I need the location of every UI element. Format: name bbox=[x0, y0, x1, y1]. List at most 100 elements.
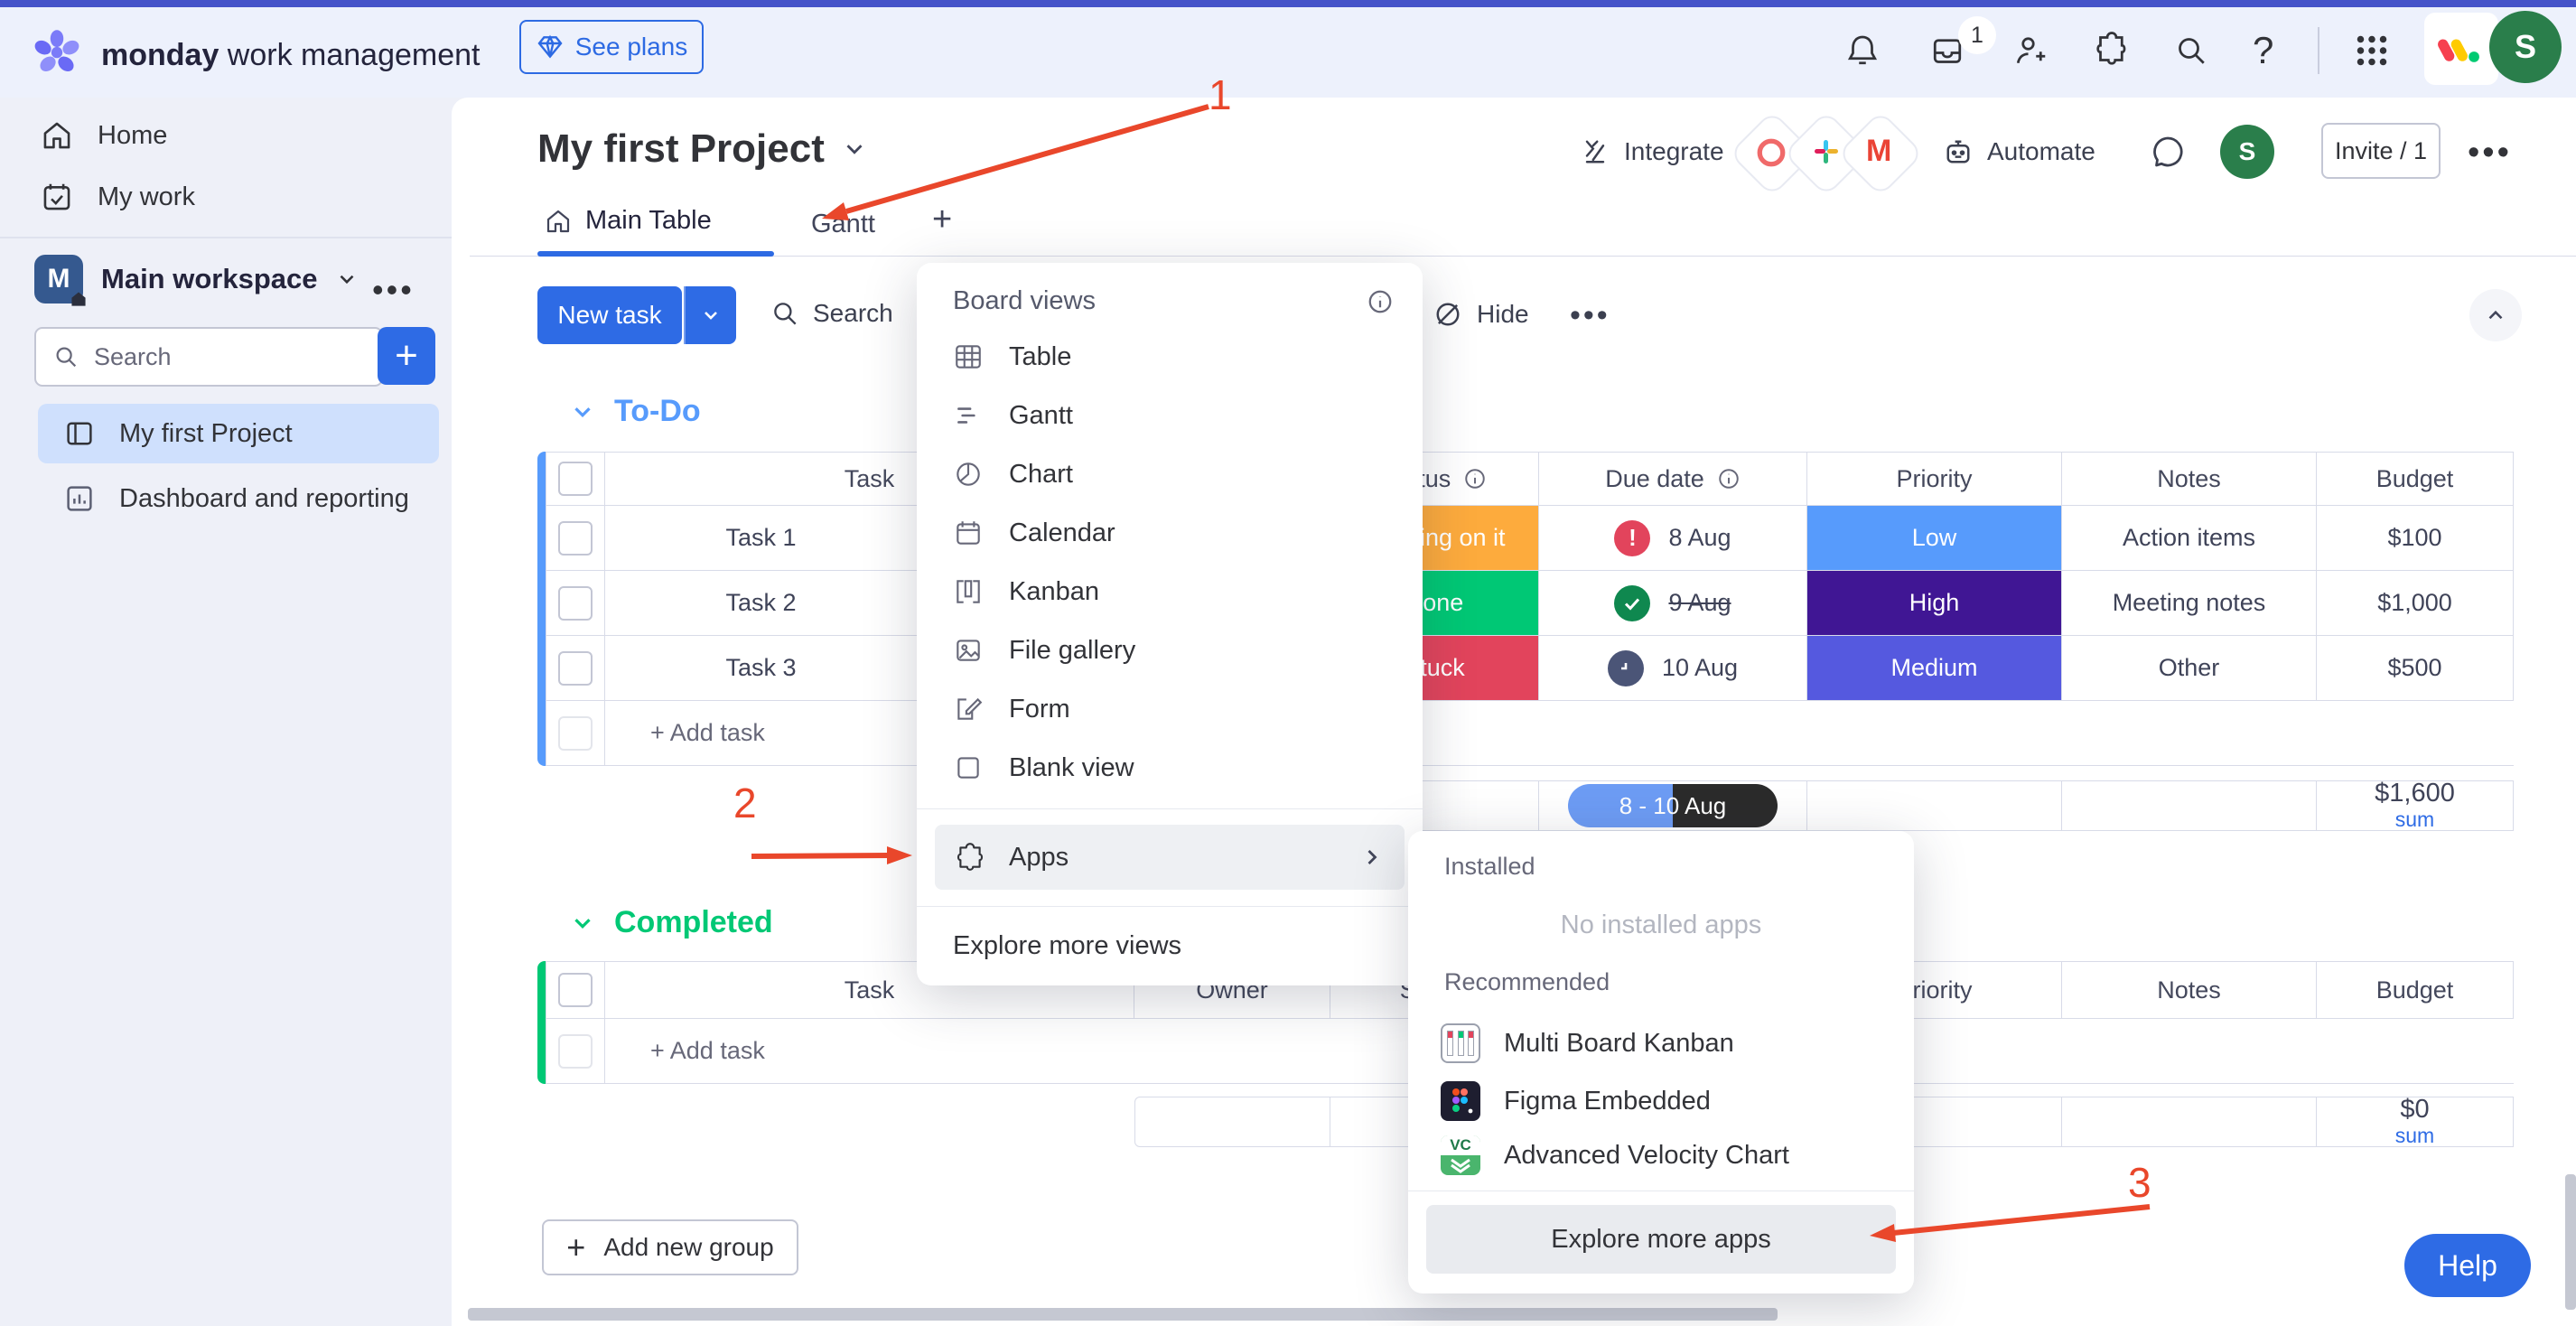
search-icon bbox=[770, 298, 800, 329]
sidebar-item-my-first-project[interactable]: My first Project bbox=[38, 404, 439, 463]
menu-item-file-gallery[interactable]: File gallery bbox=[953, 621, 1135, 679]
image-icon bbox=[953, 635, 984, 666]
menu-item-gantt[interactable]: Gantt bbox=[953, 387, 1073, 444]
checkbox[interactable] bbox=[558, 650, 593, 686]
inbox-icon[interactable] bbox=[1929, 33, 1965, 69]
hide-columns-button[interactable]: Hide bbox=[1432, 298, 1529, 331]
board-member-avatar[interactable]: S bbox=[2220, 125, 2274, 179]
column-header-budget[interactable]: Budget bbox=[2317, 961, 2514, 1019]
vertical-scrollbar[interactable] bbox=[2565, 1174, 2576, 1310]
user-avatar[interactable]: S bbox=[2489, 11, 2562, 83]
monday-logo-icon[interactable] bbox=[31, 27, 83, 79]
column-header-priority[interactable]: Priority bbox=[1807, 452, 2062, 506]
row-select-cell[interactable] bbox=[546, 506, 605, 571]
menu-item-form[interactable]: Form bbox=[953, 680, 1070, 738]
menu-item-calendar[interactable]: Calendar bbox=[953, 504, 1115, 562]
menu-item-table[interactable]: Table bbox=[953, 328, 1071, 386]
priority-cell[interactable]: High bbox=[1807, 571, 2062, 636]
new-task-dropdown-button[interactable] bbox=[684, 286, 736, 344]
recommended-section-label: Recommended bbox=[1444, 968, 1610, 995]
checkbox[interactable] bbox=[558, 585, 593, 621]
new-task-button[interactable]: New task bbox=[537, 286, 682, 344]
summary-budget-cell[interactable]: $1,600 sum bbox=[2317, 780, 2514, 831]
column-header-notes[interactable]: Notes bbox=[2062, 452, 2317, 506]
column-header-budget[interactable]: Budget bbox=[2317, 452, 2514, 506]
row-select-cell[interactable] bbox=[546, 571, 605, 636]
select-all-cell[interactable] bbox=[546, 961, 605, 1019]
collapse-toolbar-button[interactable] bbox=[2469, 289, 2522, 341]
toolbar-options-icon[interactable]: ••• bbox=[1570, 298, 1610, 332]
explore-more-apps-button[interactable]: Explore more apps bbox=[1426, 1205, 1896, 1274]
priority-cell[interactable]: Low bbox=[1807, 506, 2062, 571]
search-icon[interactable] bbox=[2173, 33, 2209, 69]
row-select-cell[interactable] bbox=[546, 636, 605, 701]
explore-more-views[interactable]: Explore more views bbox=[953, 931, 1182, 960]
menu-item-blank-view[interactable]: Blank view bbox=[953, 739, 1134, 797]
invite-members-icon[interactable] bbox=[2012, 33, 2049, 69]
sidebar-search-input[interactable]: Search bbox=[34, 327, 383, 387]
menu-item-kanban[interactable]: Kanban bbox=[953, 563, 1099, 621]
overdue-icon: ! bbox=[1614, 519, 1651, 556]
board-search-button[interactable]: Search bbox=[770, 298, 893, 329]
due-date-cell[interactable]: 9 Aug bbox=[1539, 571, 1807, 636]
menu-item-apps[interactable]: Apps bbox=[935, 825, 1405, 890]
upcoming-clock-icon bbox=[1607, 649, 1644, 686]
due-date-cell[interactable]: ! 8 Aug bbox=[1539, 506, 1807, 571]
horizontal-scrollbar[interactable] bbox=[468, 1308, 1778, 1321]
add-board-button[interactable]: + bbox=[378, 327, 435, 385]
product-switcher-grid-icon[interactable] bbox=[2354, 33, 2390, 69]
workspace-switcher[interactable]: M Main workspace bbox=[34, 255, 359, 306]
column-header-due-date[interactable]: Due date bbox=[1539, 452, 1807, 506]
automate-button[interactable]: Automate bbox=[1942, 135, 2095, 168]
invite-button[interactable]: Invite / 1 bbox=[2321, 123, 2441, 179]
group-todo-header[interactable]: To-Do bbox=[569, 394, 701, 429]
select-all-cell[interactable] bbox=[546, 452, 605, 506]
column-header-notes[interactable]: Notes bbox=[2062, 961, 2317, 1019]
notes-cell[interactable]: Meeting notes bbox=[2062, 571, 2317, 636]
board-title-row[interactable]: My first Project bbox=[537, 126, 868, 172]
submenu-item-advanced-velocity-chart[interactable]: VC Advanced Velocity Chart bbox=[1441, 1133, 1789, 1178]
tab-gantt[interactable]: Gantt bbox=[811, 210, 875, 238]
budget-cell[interactable]: $500 bbox=[2317, 636, 2514, 701]
chevron-down-icon bbox=[705, 312, 717, 320]
see-plans-button[interactable]: See plans bbox=[519, 20, 704, 74]
help-button[interactable]: Help bbox=[2404, 1234, 2531, 1297]
group-completed-header[interactable]: Completed bbox=[569, 905, 773, 940]
priority-cell[interactable]: Medium bbox=[1807, 636, 2062, 701]
current-product-tile[interactable] bbox=[2424, 13, 2498, 85]
due-date-cell[interactable]: 10 Aug bbox=[1539, 636, 1807, 701]
budget-cell[interactable]: $1,000 bbox=[2317, 571, 2514, 636]
add-task-row[interactable]: + Add task bbox=[605, 701, 2514, 766]
notifications-bell-icon[interactable] bbox=[1844, 33, 1881, 69]
info-icon[interactable] bbox=[1367, 288, 1394, 315]
apps-marketplace-icon[interactable] bbox=[2094, 31, 2130, 67]
notes-cell[interactable]: Other bbox=[2062, 636, 2317, 701]
robot-icon bbox=[1942, 135, 1974, 168]
velocity-chart-icon: VC bbox=[1441, 1135, 1480, 1175]
notes-cell[interactable]: Action items bbox=[2062, 506, 2317, 571]
summary-budget-cell[interactable]: $0 sum bbox=[2317, 1096, 2514, 1147]
checkbox[interactable] bbox=[558, 520, 593, 556]
workspace-options-icon[interactable]: ••• bbox=[372, 271, 415, 308]
summary-priority-cell[interactable] bbox=[1807, 780, 2062, 831]
checkbox[interactable] bbox=[558, 973, 593, 1007]
board-options-icon[interactable]: ••• bbox=[2468, 134, 2512, 172]
sidebar-item-my-work[interactable]: My work bbox=[40, 172, 195, 222]
tabs-underline-track bbox=[470, 256, 2576, 257]
add-view-button[interactable]: + bbox=[932, 201, 953, 238]
sidebar-item-home[interactable]: Home bbox=[40, 110, 167, 161]
group-color-strip bbox=[537, 961, 546, 1084]
summary-date-range-cell[interactable]: 8 - 10 Aug bbox=[1539, 780, 1807, 831]
budget-cell[interactable]: $100 bbox=[2317, 506, 2514, 571]
checkbox[interactable] bbox=[558, 462, 593, 496]
help-question-icon[interactable]: ? bbox=[2253, 29, 2274, 71]
tab-main-table[interactable]: Main Table bbox=[544, 206, 712, 236]
group-color-strip bbox=[537, 452, 546, 766]
submenu-item-multi-board-kanban[interactable]: Multi Board Kanban bbox=[1441, 1021, 1734, 1066]
menu-item-chart[interactable]: Chart bbox=[953, 445, 1073, 503]
submenu-item-figma-embedded[interactable]: Figma Embedded bbox=[1441, 1079, 1711, 1124]
sidebar-item-dashboard[interactable]: Dashboard and reporting bbox=[63, 472, 409, 526]
integrate-button[interactable]: Integrate bbox=[1579, 135, 1724, 168]
chat-icon[interactable] bbox=[2150, 134, 2186, 170]
add-new-group-button[interactable]: + Add new group bbox=[542, 1219, 798, 1275]
